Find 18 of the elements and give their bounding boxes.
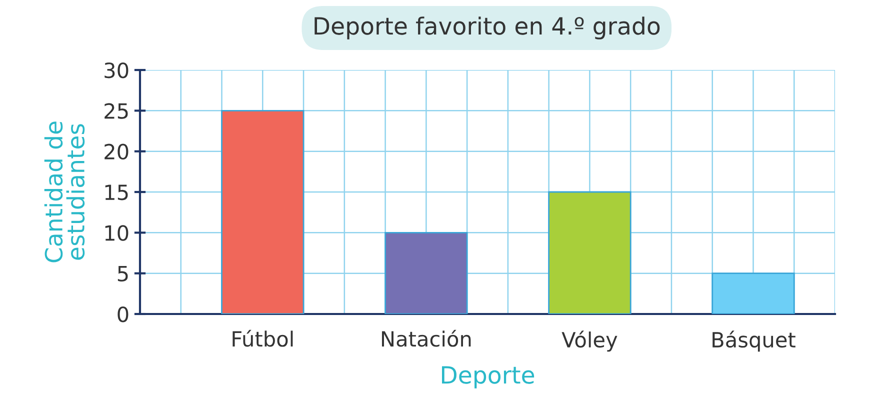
bar bbox=[221, 110, 304, 314]
y-tick-label: 20 bbox=[104, 144, 128, 160]
y-tick-label: 30 bbox=[104, 62, 128, 78]
bar bbox=[548, 191, 632, 314]
x-tick-label: Básquet bbox=[712, 330, 796, 352]
y-tick-label: 15 bbox=[105, 184, 128, 200]
y-tick-label: 10 bbox=[105, 225, 128, 241]
y-tick-label: 5 bbox=[118, 266, 128, 282]
x-tick-label: Vóley bbox=[562, 330, 618, 352]
bar bbox=[712, 272, 795, 314]
chart-title: Deporte favorito en 4.º grado bbox=[314, 16, 660, 40]
bar bbox=[384, 232, 468, 314]
x-tick-label: Fútbol bbox=[232, 330, 293, 347]
x-tick-label: Natación bbox=[382, 330, 471, 347]
x-axis-title: Deporte bbox=[442, 366, 534, 388]
y-tick-label: 25 bbox=[104, 103, 128, 119]
y-axis-title: Cantidad de estudiantes bbox=[44, 122, 85, 262]
y-tick-label: 0 bbox=[118, 306, 128, 322]
